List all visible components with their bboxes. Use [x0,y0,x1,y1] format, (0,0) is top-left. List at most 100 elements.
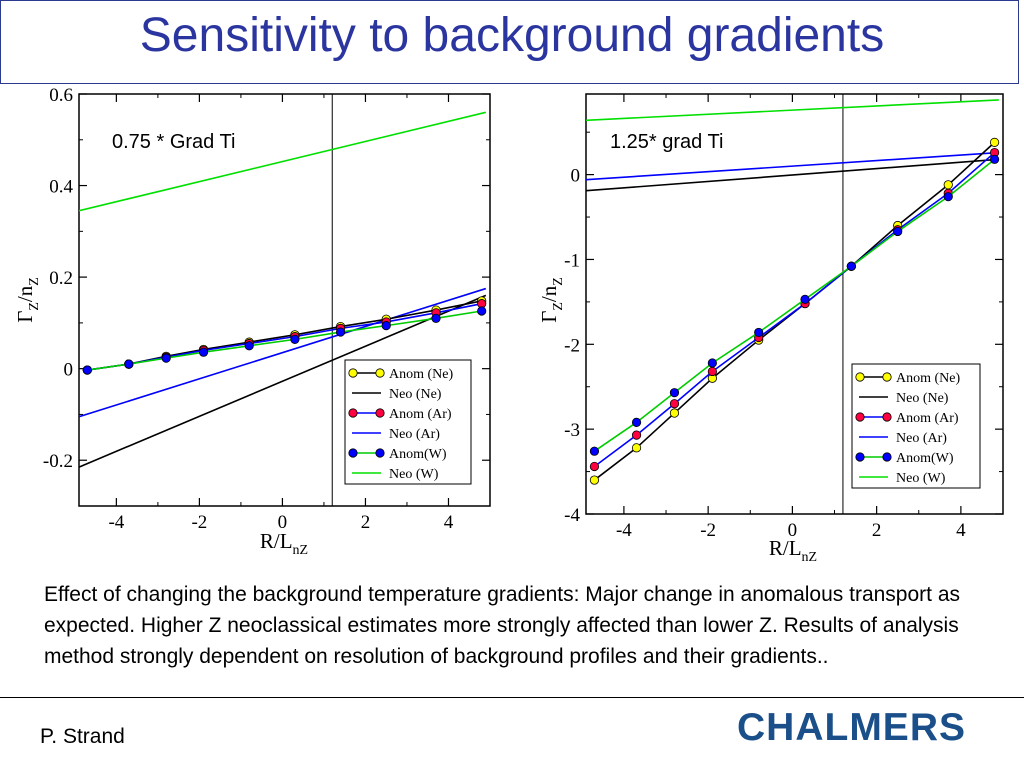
charts-canvas: -4 -2 0 2 4 -0.2 0 0.2 0.4 0.6 0.75 * Grad Ti Anom … [13,85,1004,565]
x-axis-label-sub: nZ [802,550,818,565]
legend-swatch-marker [882,412,892,422]
data-point-anom-w [800,294,810,304]
x-tick-label: 0 [278,512,288,533]
y-axis-label-mid: /n [13,285,37,302]
data-point-anom-w [754,327,764,338]
data-point-anom-w [161,353,171,363]
legend-label: Anom(W) [389,447,447,462]
legend-swatch-marker [855,412,865,422]
x-tick-label: 0 [788,520,798,541]
data-point-anom-ar [589,461,600,472]
data-point-anom-ne [989,137,1000,147]
y-axis-label-mid: /n [537,285,561,302]
footer-divider [0,697,1024,698]
data-point-anom-ne [589,475,600,485]
data-point-anom-ne [631,443,642,453]
slide-title: Sensitivity to background gradients [139,9,885,62]
series-line-neo-ar- [79,287,487,418]
data-point-anom-ar [707,366,717,377]
y-tick-label: 0.6 [49,85,73,106]
y-axis-label-main: Γ [537,311,561,323]
y-axis-label-main: Γ [13,311,37,323]
y-axis-label-sub: Z [27,302,42,311]
data-point-anom-w [431,313,441,323]
data-point-anom-w [244,341,254,351]
legend-swatch-marker [375,408,385,418]
series-line-neo-ne- [79,294,487,468]
data-point-anom-w [290,334,300,344]
chart-2: -4 -2 0 2 4 -4 -3 -2 -1 0 1.25* grad Ti Anom (Ne) Ne… [537,93,1004,565]
y-tick-label: -0.2 [43,451,73,472]
data-point-anom-ne [943,180,953,190]
series-line-neo-ne- [586,158,999,192]
legend-label: Neo (W) [896,471,946,486]
x-axis-label: R/LnZ [260,529,308,558]
legend-box [344,359,472,485]
x-tick-label: -2 [191,512,207,533]
x-tick-label: 2 [361,512,371,533]
legend-label: Neo (Ne) [389,387,442,402]
y-axis-label-sub: Z [551,302,566,311]
y-tick-label: 0.2 [49,268,73,289]
legend-swatch-marker [855,452,865,462]
y-axis-label: ΓZ/nZ [13,277,42,323]
y-tick-label: -2 [564,335,580,356]
data-point-anom-w [893,226,903,237]
series-path-anom-w [593,158,996,452]
data-point-anom-ne [669,408,680,418]
x-tick-label: -4 [108,512,124,533]
data-point-anom-w [989,154,1000,164]
legend-label: Anom (Ne) [389,367,453,382]
chart-1: -4 -2 0 2 4 -0.2 0 0.2 0.4 0.6 0.75 * Grad Ti Anom … [13,85,491,558]
legend-swatch-marker [375,448,385,458]
legend-swatch-marker [348,408,358,418]
y-axis-label-sub: Z [551,277,566,286]
data-point-anom-w [943,192,953,202]
data-point-anom-ar [669,399,680,409]
y-tick-label: -1 [564,250,580,271]
legend-swatch-marker [375,368,385,378]
y-tick-label: 0 [571,166,581,187]
series-path-anom-ar [593,151,996,468]
legend-label: Anom (Ne) [896,371,960,386]
series-path-anom-w [87,310,482,371]
data-point-anom-w [124,359,134,369]
data-point-anom-w [381,321,391,331]
series-line-neo-ar- [586,151,999,181]
caption-text: Effect of changing the background temper… [44,583,961,668]
series-path-anom-ne [593,141,996,481]
x-tick-label: -2 [700,520,716,541]
data-point-anom-w [477,306,487,316]
chart-annotation: 1.25* grad Ti [610,131,723,153]
plot-series [586,94,1000,514]
y-axis-label: ΓZ/nZ [537,277,566,323]
legend-swatch-marker [348,448,358,458]
series-line-neo-w- [79,111,487,212]
data-point-anom-w [82,365,92,375]
author-name: P. Strand [40,725,125,748]
legend-label: Neo (Ne) [896,391,949,406]
y-tick-label: 0 [64,360,74,381]
legend-label: Neo (W) [389,467,439,482]
title-frame [0,0,1019,84]
x-axis-label-sub: nZ [293,543,309,558]
data-point-anom-w [335,327,346,337]
legend-label: Neo (Ar) [896,431,947,446]
data-point-anom-w [846,261,856,271]
y-tick-label: -3 [564,420,580,441]
data-point-anom-ar [631,430,642,440]
data-point-anom-w [707,358,717,368]
legend-swatch-marker [882,372,892,382]
legend-label: Anom (Ar) [389,407,452,422]
chart-annotation: 0.75 * Grad Ti [112,131,235,153]
x-tick-label: 4 [956,520,966,541]
data-point-anom-w [589,446,600,456]
y-axis-label-sub: Z [27,277,42,286]
legend-label: Anom (Ar) [896,411,959,426]
legend-label: Anom(W) [896,451,954,466]
data-point-anom-w [198,347,209,357]
x-tick-label: 4 [444,512,454,533]
chalmers-logo: CHALMERS [737,706,966,749]
y-tick-label: -4 [564,505,580,526]
legend-label: Neo (Ar) [389,427,440,442]
